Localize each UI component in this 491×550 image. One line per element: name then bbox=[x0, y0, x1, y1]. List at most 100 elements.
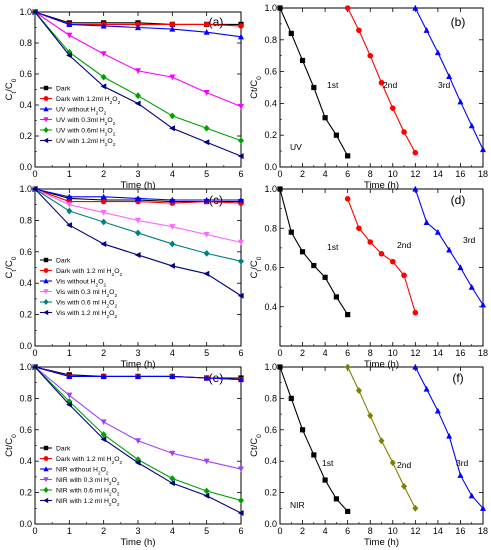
data-point bbox=[100, 73, 107, 81]
data-point bbox=[412, 185, 419, 192]
x-tick-label: 0 bbox=[32, 169, 37, 179]
data-point bbox=[457, 98, 464, 105]
data-point bbox=[238, 376, 244, 383]
data-point bbox=[311, 262, 317, 269]
data-point bbox=[134, 100, 141, 107]
data-point bbox=[169, 262, 175, 269]
x-tick-label: 2 bbox=[300, 169, 305, 179]
y-axis-title: Ct/C0 bbox=[4, 434, 18, 457]
data-point bbox=[333, 132, 339, 138]
y-axis-title: Ct/C0 bbox=[249, 76, 263, 99]
y-axis-title: Ct/C0 bbox=[249, 434, 263, 457]
data-point bbox=[135, 92, 141, 100]
data-point bbox=[344, 196, 351, 202]
legend-marker bbox=[43, 477, 49, 483]
y-tick-label: 0.6 bbox=[19, 69, 32, 79]
plot-frame bbox=[279, 188, 484, 347]
data-point bbox=[423, 219, 430, 225]
data-point bbox=[135, 195, 141, 202]
y-tick-label: 0.8 bbox=[264, 393, 277, 403]
data-point bbox=[434, 228, 441, 235]
x-tick-label: 2 bbox=[101, 348, 106, 358]
data-point bbox=[288, 229, 294, 235]
legend-marker bbox=[43, 309, 49, 316]
cycle-label: 1st bbox=[327, 80, 339, 90]
y-tick-label: 0.0 bbox=[19, 341, 32, 351]
x-tick-label: 10 bbox=[388, 169, 398, 179]
data-point bbox=[480, 505, 486, 511]
data-point bbox=[238, 196, 244, 203]
x-tick-label: 1 bbox=[67, 526, 72, 536]
x-tick-label: 0 bbox=[32, 348, 37, 358]
data-point bbox=[169, 475, 176, 482]
x-tick-label: 8 bbox=[368, 169, 373, 179]
data-point bbox=[412, 4, 419, 11]
data-point bbox=[480, 146, 486, 153]
legend-marker bbox=[43, 278, 49, 284]
data-point bbox=[135, 373, 141, 380]
y-tick-label: 0.2 bbox=[19, 131, 32, 141]
y-axis-title: Ct/C0 bbox=[249, 256, 263, 278]
data-point bbox=[203, 270, 210, 277]
data-point bbox=[100, 51, 107, 58]
x-tick-label: 12 bbox=[410, 348, 420, 358]
x-tick-label: 2 bbox=[300, 348, 305, 358]
data-point bbox=[203, 28, 210, 35]
legend-marker bbox=[43, 106, 49, 112]
y-tick-label: 0.6 bbox=[264, 263, 277, 273]
data-point bbox=[169, 240, 176, 248]
x-tick-label: 6 bbox=[345, 526, 350, 536]
y-tick-label: 0.6 bbox=[264, 67, 277, 77]
x-tick-label: 6 bbox=[345, 348, 350, 358]
panel-f: 0 2 4 6 8 10 12 14 16 18 0.0 0.2 0.4 0.6 0.8 1.0 Time (h… bbox=[249, 362, 488, 548]
data-point bbox=[66, 21, 73, 27]
y-axis-title: Ct/C0 bbox=[4, 256, 18, 278]
data-point bbox=[277, 186, 283, 192]
y-tick-label: 0.6 bbox=[264, 425, 277, 435]
data-point bbox=[356, 225, 362, 232]
x-tick-label: 18 bbox=[478, 348, 488, 358]
data-point bbox=[238, 137, 244, 145]
data-point bbox=[389, 258, 396, 265]
x-tick-label: 4 bbox=[323, 169, 328, 179]
x-tick-label: 12 bbox=[410, 526, 420, 536]
data-point bbox=[203, 231, 210, 238]
data-point bbox=[468, 122, 475, 129]
x-tick-label: 4 bbox=[323, 526, 328, 536]
data-point bbox=[446, 246, 453, 253]
data-point bbox=[203, 21, 210, 28]
data-point bbox=[238, 257, 244, 265]
legend-entry: NIR with 1.2 ml H2O2 bbox=[56, 498, 120, 508]
data-point bbox=[423, 27, 430, 33]
legend-marker bbox=[43, 268, 49, 273]
legend-marker bbox=[43, 487, 49, 493]
y-tick-label: 0.4 bbox=[264, 302, 277, 312]
y-tick-label: 0.8 bbox=[264, 35, 277, 45]
y-tick-label: 0.0 bbox=[19, 519, 32, 529]
data-point bbox=[401, 482, 408, 490]
cycle-label: 3rd bbox=[438, 80, 451, 90]
x-tick-label: 10 bbox=[388, 348, 398, 358]
data-point bbox=[378, 437, 385, 445]
x-tick-label: 4 bbox=[170, 169, 175, 179]
x-tick-label: 4 bbox=[170, 348, 175, 358]
data-point bbox=[389, 459, 396, 467]
data-point bbox=[401, 129, 407, 135]
x-tick-label: 6 bbox=[238, 348, 243, 358]
data-point bbox=[356, 27, 362, 34]
data-point bbox=[66, 401, 72, 408]
x-tick-label: 14 bbox=[433, 348, 443, 358]
data-point bbox=[66, 202, 73, 208]
panel-label: (d) bbox=[451, 193, 466, 207]
legend-entry: UV with 0.3ml H2O2 bbox=[56, 117, 116, 127]
data-point bbox=[203, 196, 210, 203]
data-point bbox=[446, 432, 453, 439]
data-point bbox=[237, 292, 244, 299]
y-tick-label: 1.0 bbox=[19, 184, 32, 194]
x-tick-label: 4 bbox=[323, 348, 328, 358]
data-point bbox=[355, 387, 362, 394]
x-tick-label: 18 bbox=[478, 526, 488, 536]
